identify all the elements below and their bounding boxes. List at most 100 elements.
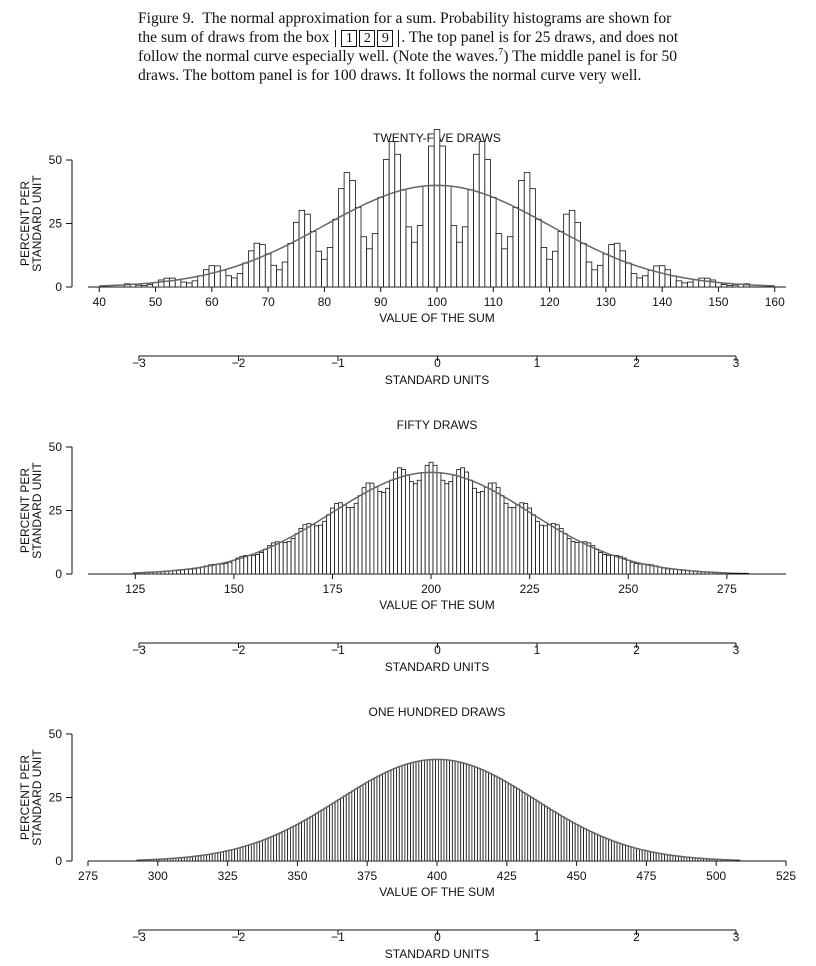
histogram-bar	[415, 761, 420, 862]
histogram-bar	[602, 554, 607, 575]
histogram-bar	[530, 797, 534, 862]
histogram-bar	[557, 231, 565, 288]
histogram-bar	[613, 242, 621, 288]
histogram-bar	[281, 831, 286, 862]
histogram-bar	[332, 218, 339, 288]
histogram-bar	[555, 812, 559, 862]
histogram-bar	[373, 777, 378, 862]
histogram-bar	[362, 783, 367, 862]
histogram-bar	[479, 491, 485, 575]
histogram-bar	[418, 760, 423, 862]
histogram-bar	[744, 572, 749, 575]
histogram-bar	[543, 525, 548, 575]
histogram-bar	[410, 762, 414, 862]
x-tick-label: 80	[318, 295, 332, 309]
histogram-bar	[440, 759, 445, 862]
histogram-bar	[608, 839, 612, 862]
standard-units-tick-label: −2	[232, 930, 246, 944]
histogram-bar	[658, 853, 663, 862]
x-tick-label: 425	[497, 869, 517, 883]
histogram-bar	[594, 548, 600, 575]
histogram-bar	[590, 545, 596, 575]
histogram-bar	[452, 474, 458, 575]
histogram-bar	[732, 572, 738, 575]
histogram-bar	[426, 759, 431, 862]
histogram-bar	[219, 269, 227, 288]
histogram-bar	[368, 780, 372, 862]
x-tick-label: 375	[357, 869, 377, 883]
standard-units-tick-label: −1	[331, 930, 345, 944]
x-tick-label: 225	[520, 582, 540, 596]
histogram-bar	[461, 226, 469, 288]
histogram-bar	[398, 765, 403, 862]
histogram-bar	[467, 189, 474, 288]
histogram-bar	[661, 567, 667, 575]
histogram-bar	[223, 850, 227, 862]
histogram-bar	[317, 811, 322, 862]
y-axis-label-line-1: PERCENT PER	[18, 468, 32, 553]
caption-text-3: ) The middle panel is for 50 draws. The …	[138, 48, 678, 84]
histogram-bar	[428, 145, 435, 288]
histogram-bar	[499, 495, 505, 575]
histogram-bar	[234, 848, 238, 862]
histogram-bar	[608, 244, 615, 288]
x-tick-label: 70	[261, 295, 275, 309]
histogram-bar	[329, 804, 333, 862]
histogram-bar	[445, 185, 452, 288]
histogram-bar	[188, 568, 193, 575]
histogram-bar	[506, 236, 514, 288]
histogram-bar	[227, 561, 233, 575]
histogram-bar	[360, 236, 368, 288]
histogram-bar	[433, 129, 441, 288]
histogram-bar	[732, 284, 739, 288]
y-tick-label: 50	[49, 727, 63, 741]
histogram-bar	[242, 262, 249, 288]
histogram-bar	[464, 471, 469, 575]
histogram-bar	[315, 250, 323, 288]
histogram-bar	[376, 775, 381, 862]
histogram-bar	[369, 482, 375, 575]
histogram-bar	[639, 849, 643, 862]
histogram-bar	[444, 483, 450, 575]
histogram-bar	[278, 541, 284, 575]
histogram-bar	[411, 241, 418, 288]
histogram-bar	[625, 559, 631, 575]
histogram-bar	[619, 250, 626, 288]
histogram-bar	[208, 265, 216, 288]
histogram-bar	[197, 275, 204, 288]
histogram-bar	[180, 281, 187, 288]
histogram-bar	[247, 554, 253, 575]
histogram-bar	[292, 825, 297, 862]
histogram-bar	[503, 502, 509, 575]
histogram-bar	[563, 817, 568, 862]
histogram-bar	[396, 766, 400, 862]
histogram-bar	[338, 188, 345, 288]
histogram-bar	[512, 207, 520, 288]
histogram-bar	[552, 811, 557, 862]
histogram-bar	[225, 850, 230, 862]
histogram-bar	[357, 786, 361, 862]
histogram-bar	[456, 468, 462, 575]
histogram-bar	[650, 851, 654, 862]
histogram-bar	[354, 788, 358, 862]
histogram-bar	[214, 852, 219, 862]
y-tick-label: 0	[55, 854, 62, 868]
histogram-bar	[255, 554, 260, 575]
histogram-bar	[574, 542, 580, 575]
histogram-bar	[326, 805, 330, 862]
histogram-bar	[550, 523, 556, 575]
histogram-bar	[477, 767, 481, 862]
histogram-bar	[331, 802, 336, 862]
histogram-bar	[294, 533, 300, 575]
histogram-bar	[390, 769, 395, 862]
histogram-bar	[588, 831, 593, 862]
histogram-bar	[474, 766, 478, 862]
histogram-bar	[547, 524, 552, 575]
histogram-bar	[560, 816, 565, 862]
histogram-bar	[540, 247, 548, 288]
histogram-bar	[270, 264, 277, 288]
histogram-bar	[728, 572, 734, 575]
